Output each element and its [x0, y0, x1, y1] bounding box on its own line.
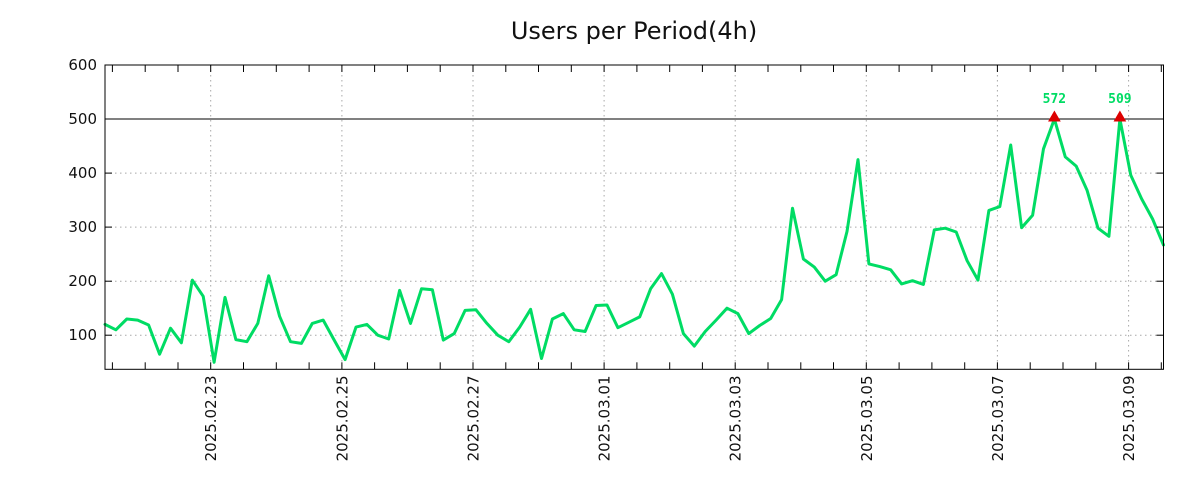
peak-value-label: 572	[1043, 92, 1066, 107]
x-axis-label: 2025.02.23	[202, 376, 220, 462]
chart-title: Users per Period(4h)	[511, 17, 757, 45]
peak-marker-triangle	[1113, 110, 1127, 122]
x-axis-label: 2025.03.07	[989, 376, 1007, 462]
y-axis-label: 400	[68, 164, 97, 182]
y-axis-label: 200	[68, 272, 97, 290]
x-axis-label: 2025.02.25	[333, 376, 351, 462]
x-axis-label: 2025.03.03	[727, 376, 745, 462]
x-axis-label: 2025.03.09	[1120, 376, 1138, 462]
x-axis-label: 2025.02.27	[465, 376, 483, 462]
axes: 100 200 300 400 500 600 2025.02.23 2025.02.25 20…	[68, 56, 1164, 462]
x-axis-label: 2025.03.05	[858, 376, 876, 462]
x-axis-label: 2025.03.01	[596, 376, 614, 462]
data-series	[103, 117, 1165, 364]
plot-border	[104, 64, 1164, 370]
peak-value-label: 509	[1108, 92, 1131, 107]
users-line	[103, 117, 1165, 364]
y-axis-label: 600	[68, 56, 97, 74]
y-axis-label: 100	[68, 326, 97, 344]
annotations: 572 509	[1043, 92, 1132, 122]
y-axis-label: 500	[68, 110, 97, 128]
gridlines	[105, 65, 1164, 370]
peak-marker-triangle	[1048, 110, 1061, 122]
y-axis-label: 300	[68, 218, 97, 236]
